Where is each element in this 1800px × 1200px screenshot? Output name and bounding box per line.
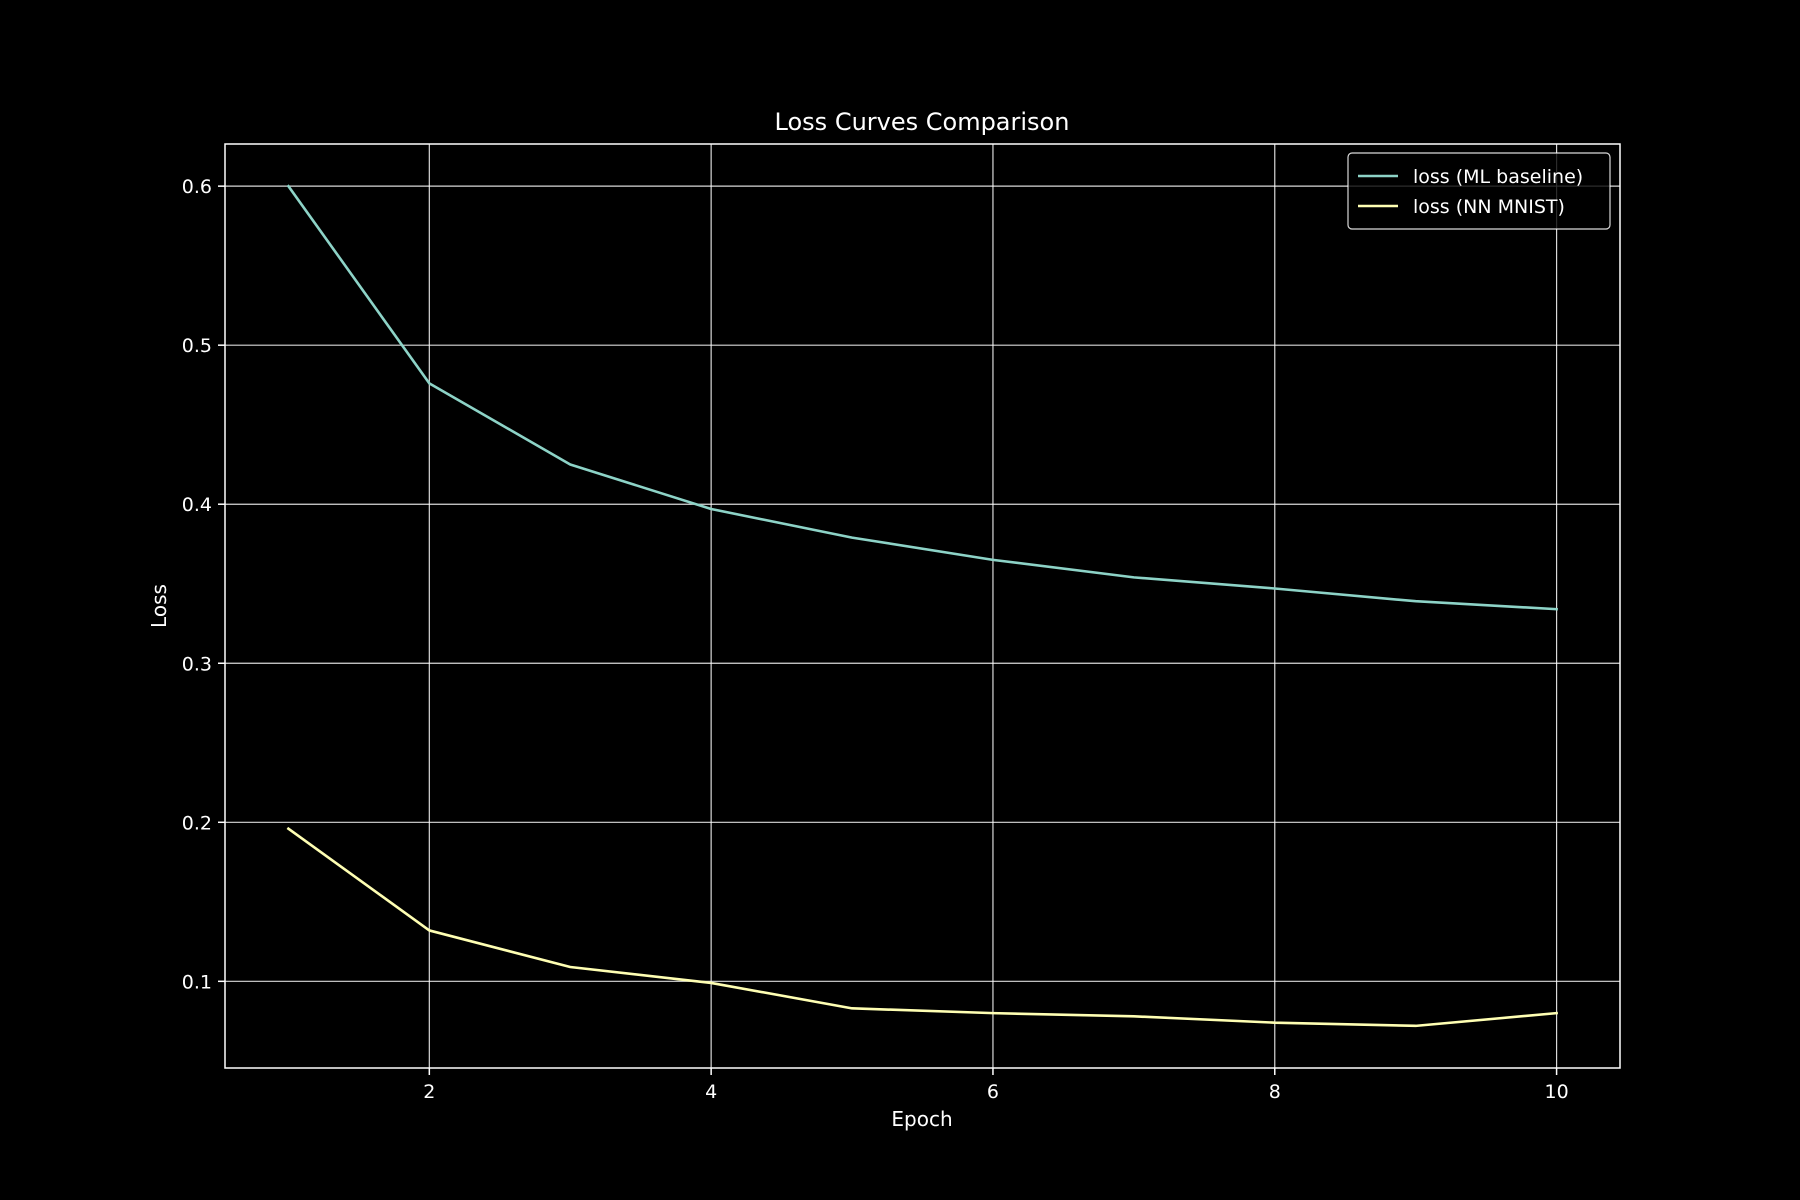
series-line-2 [286,826,1559,1028]
x-tick-label: 2 [423,1081,435,1103]
series-lines [286,184,1559,1028]
legend-label: loss (ML baseline) [1413,166,1583,188]
legend-box [1347,152,1611,230]
x-tick-label: 4 [705,1081,717,1103]
y-axis-label: Loss [147,584,171,628]
y-axis-ticks: 0.1 0.2 0.3 0.4 0.5 0.6 [182,176,225,993]
chart-title: Loss Curves Comparison [775,108,1070,136]
series-line-1 [286,184,1558,611]
x-axis-ticks: 2 4 6 8 10 [423,1068,1569,1103]
x-axis-label: Epoch [891,1107,952,1131]
y-tick-label: 0.4 [182,494,212,516]
y-tick-label: 0.6 [182,176,212,198]
x-tick-label: 10 [1544,1081,1568,1103]
y-tick-label: 0.3 [182,653,212,675]
x-tick-label: 8 [1269,1081,1281,1103]
y-tick-label: 0.1 [182,971,212,993]
x-tick-label: 6 [987,1081,999,1103]
plot-frame [224,143,1621,1069]
legend-label: loss (NN MNIST) [1413,196,1565,218]
legend: loss (ML baseline) loss (NN MNIST) [1347,152,1611,230]
y-tick-label: 0.5 [182,335,212,357]
y-tick-label: 0.2 [182,812,212,834]
